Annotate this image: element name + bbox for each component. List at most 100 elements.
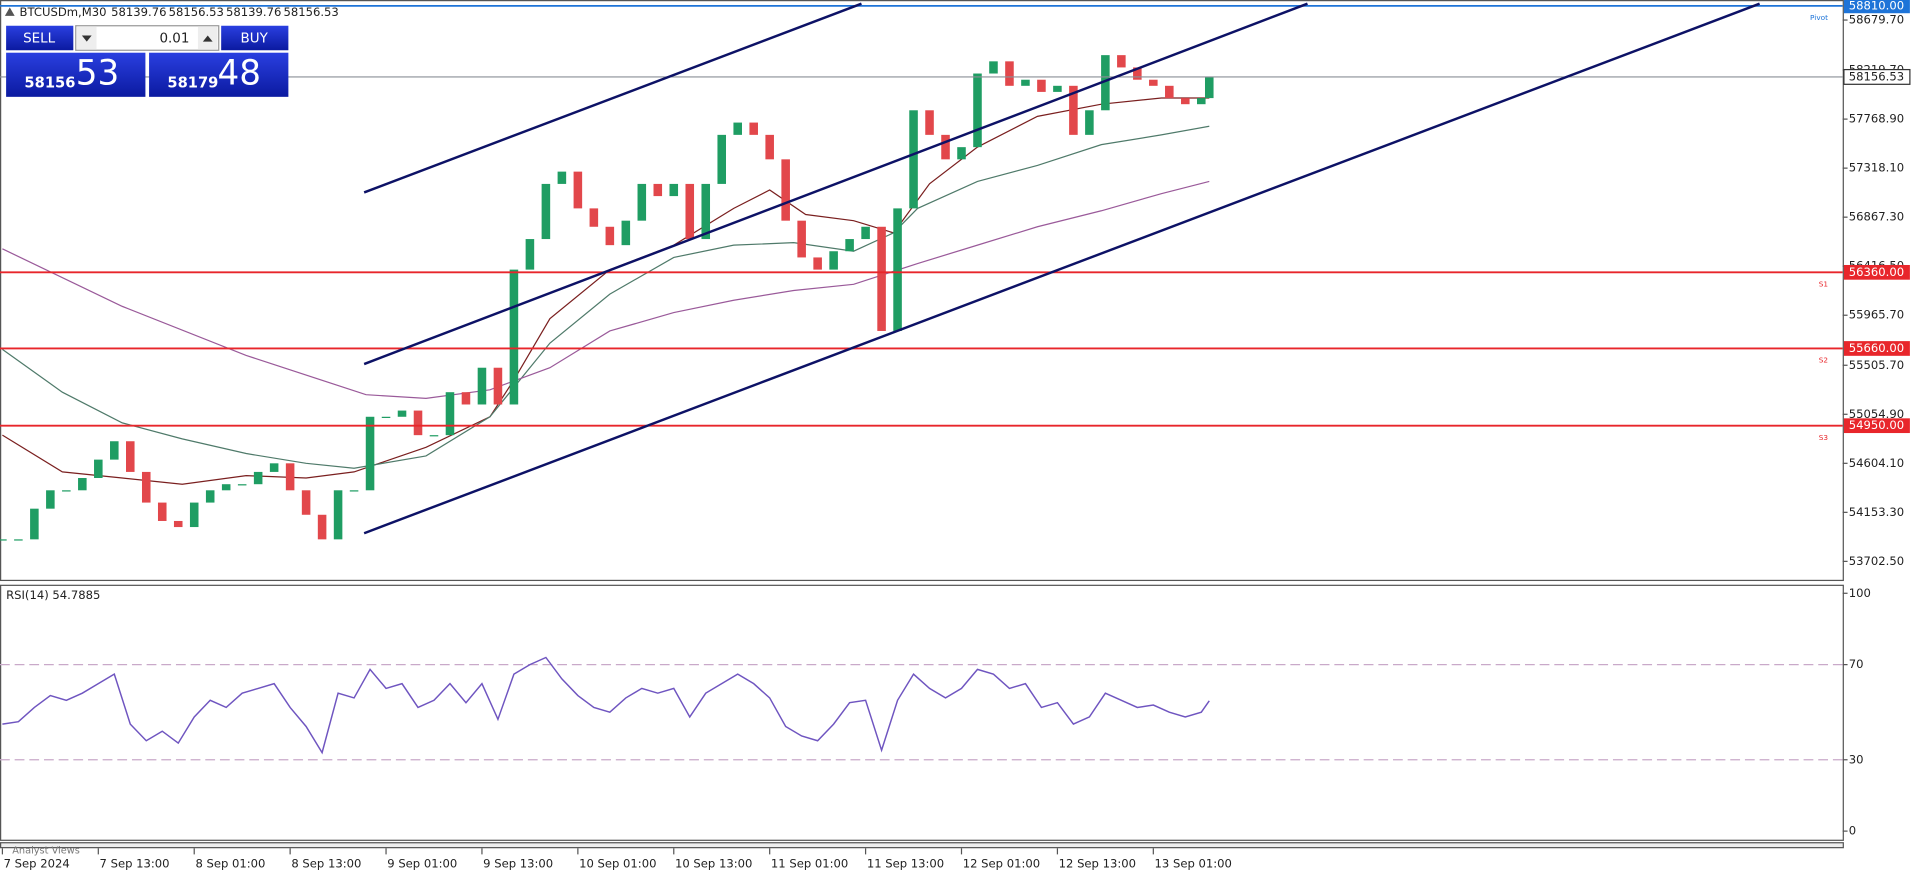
candle <box>1133 67 1142 80</box>
candle <box>1204 76 1214 99</box>
candle <box>765 134 774 160</box>
x-tick-label: 8 Sep 13:00 <box>291 857 361 871</box>
candle <box>46 490 55 509</box>
ohlc-open: 58139.76 <box>111 5 166 19</box>
y-tick-label: 57768.90 <box>1849 112 1904 126</box>
candle <box>509 269 519 405</box>
ask-small: 48 <box>218 53 262 93</box>
y-tick-label: 54604.10 <box>1849 456 1904 470</box>
candle <box>589 208 599 227</box>
candle <box>157 502 167 521</box>
candle <box>221 484 231 491</box>
y-tick-label: 57318.10 <box>1849 161 1904 175</box>
y-tick-label: 53702.50 <box>1849 554 1904 568</box>
candle <box>205 490 215 503</box>
sell-label[interactable]: SELL <box>23 32 55 47</box>
candle <box>909 110 918 209</box>
x-tick-label: 11 Sep 01:00 <box>771 857 848 871</box>
bid-small: 53 <box>76 53 120 93</box>
x-tick-label: 11 Sep 13:00 <box>867 857 944 871</box>
level-box <box>1843 0 1910 14</box>
level-name: Pivot <box>1810 13 1828 22</box>
candle <box>637 183 647 221</box>
candle <box>269 463 279 472</box>
candle <box>126 441 135 472</box>
candle <box>685 183 695 240</box>
y-tick-label: 100 <box>1849 586 1871 600</box>
x-tick-label: 12 Sep 01:00 <box>963 857 1040 871</box>
level-label: 56360.00 <box>1849 265 1904 279</box>
header: BTCUSDm,M30 58139.76 58156.53 58139.76 5… <box>4 5 339 19</box>
candle <box>62 490 71 492</box>
candle <box>461 392 471 405</box>
ask-box[interactable] <box>149 52 289 97</box>
level-name: S2 <box>1819 356 1828 365</box>
candle <box>1085 110 1094 135</box>
candle <box>861 226 870 240</box>
candle <box>957 147 966 160</box>
buy-button[interactable] <box>221 25 289 51</box>
ohlc-high: 58156.53 <box>169 5 224 19</box>
candle <box>605 226 615 246</box>
candle <box>189 502 199 528</box>
level-label: 54950.00 <box>1849 418 1904 432</box>
candle <box>653 183 663 197</box>
candle <box>1053 85 1062 92</box>
candle <box>669 183 679 197</box>
candle <box>1069 85 1078 135</box>
buy-label[interactable]: BUY <box>241 32 269 47</box>
candle <box>797 220 806 258</box>
candle <box>1037 79 1046 92</box>
level-box <box>1843 418 1910 434</box>
candle <box>0 539 7 541</box>
candle <box>173 520 183 528</box>
moving-average <box>2 125 1210 469</box>
candle <box>973 73 982 148</box>
y-tick-label: 55054.90 <box>1849 407 1904 421</box>
candle <box>541 183 551 240</box>
level-name: S3 <box>1819 433 1829 442</box>
candle <box>1101 55 1110 111</box>
candle <box>813 257 822 270</box>
level-box <box>1843 264 1910 280</box>
candle <box>301 490 311 515</box>
candle <box>493 367 503 405</box>
x-tick-label: 13 Sep 01:00 <box>1155 857 1232 871</box>
y-tick-label: 54153.30 <box>1849 505 1904 519</box>
price-panel <box>0 0 1844 582</box>
candle <box>429 435 439 437</box>
volume-box[interactable] <box>75 25 220 51</box>
volume-value[interactable]: 0.01 <box>159 32 189 47</box>
candle <box>845 239 854 252</box>
bid-big: 58156 <box>24 74 75 91</box>
ohlc-close: 58156.53 <box>283 5 338 19</box>
level-label: 58810.00 <box>1849 0 1904 12</box>
candle <box>557 171 567 184</box>
candle <box>989 61 998 74</box>
rsi-line <box>2 656 1210 755</box>
x-tick-label: 9 Sep 13:00 <box>483 857 553 871</box>
down-arrow <box>81 35 92 42</box>
candle <box>333 490 343 540</box>
candle <box>1149 79 1158 86</box>
bid-box[interactable] <box>6 52 146 97</box>
ask-big: 58179 <box>167 74 218 91</box>
moving-average <box>2 180 1210 400</box>
candle <box>317 514 327 540</box>
candle <box>925 110 934 135</box>
x-tick-label: 9 Sep 01:00 <box>387 857 457 871</box>
candle <box>1005 61 1014 86</box>
x-tick-label: 12 Sep 13:00 <box>1059 857 1136 871</box>
candle <box>78 478 87 491</box>
candle <box>94 459 103 479</box>
sell-button[interactable] <box>6 25 74 51</box>
y-tick-label: 55505.70 <box>1849 358 1904 372</box>
candle <box>1021 79 1030 86</box>
candle <box>573 171 583 209</box>
up-arrow <box>202 35 213 42</box>
candle <box>621 220 631 246</box>
candle <box>397 410 407 417</box>
trendline <box>363 2 1308 366</box>
